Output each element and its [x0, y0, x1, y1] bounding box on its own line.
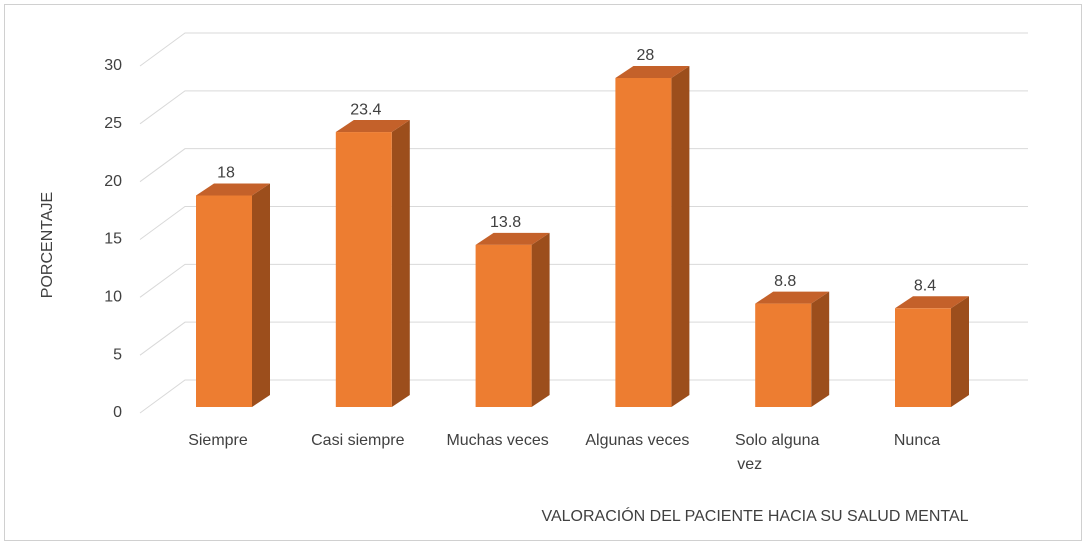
data-label: 8.4	[914, 278, 936, 295]
bar-top	[755, 291, 830, 304]
bar-front	[475, 244, 532, 407]
y-tick-label: 30	[104, 57, 122, 74]
bar-side	[391, 120, 410, 408]
bar-side	[671, 66, 690, 407]
bar-top	[475, 232, 550, 245]
x-tick-label: Casi siempre	[311, 432, 404, 449]
bar-top	[895, 296, 969, 309]
bar-front	[615, 78, 672, 407]
bar-front	[755, 303, 812, 407]
y-tick-label: 10	[104, 289, 122, 306]
bar-front	[335, 132, 392, 408]
data-label: 13.8	[490, 214, 521, 231]
x-tick-label: Siempre	[188, 432, 248, 449]
x-tick-label: Solo alguna vez	[735, 432, 820, 473]
y-axis-title: PORCENTAJE	[39, 192, 56, 298]
bar	[196, 183, 270, 407]
bar-top	[196, 183, 270, 196]
bar-side	[951, 296, 969, 407]
data-label: 28	[637, 47, 655, 64]
bar-side	[531, 232, 550, 407]
bar-front	[895, 308, 951, 407]
bar-front	[196, 195, 252, 407]
bar	[335, 120, 410, 408]
grid-line	[139, 263, 1028, 298]
y-tick-label: 25	[104, 115, 122, 132]
y-tick-label: 20	[104, 173, 122, 190]
bar	[895, 296, 969, 407]
bar-top	[615, 66, 690, 78]
bar	[755, 291, 830, 407]
bar-side	[252, 183, 270, 407]
grid-line	[139, 148, 1028, 183]
x-tick-label-line: vez	[737, 456, 762, 473]
data-label: 23.4	[350, 101, 381, 118]
x-tick-label: Algunas veces	[585, 432, 689, 449]
grid-line	[139, 321, 1028, 356]
data-label: 18	[217, 165, 235, 182]
y-tick-label: 5	[113, 346, 122, 363]
grid-line	[139, 32, 1028, 67]
data-label: 8.8	[774, 273, 796, 290]
grid-line	[139, 206, 1028, 240]
bar-top	[335, 120, 410, 133]
bar-side	[811, 291, 830, 407]
x-tick-label: Nunca	[894, 432, 940, 449]
x-axis-title: VALORACIÓN DEL PACIENTE HACIA SU SALUD M…	[541, 506, 968, 525]
grid-line	[139, 90, 1028, 125]
x-tick-label: Muchas veces	[446, 432, 548, 449]
y-tick-label: 15	[104, 231, 122, 248]
y-tick-label: 0	[113, 404, 122, 421]
grid-line	[139, 379, 1028, 414]
bar	[615, 66, 690, 407]
bar	[475, 232, 550, 407]
x-tick-label-line: Solo alguna	[735, 432, 820, 449]
